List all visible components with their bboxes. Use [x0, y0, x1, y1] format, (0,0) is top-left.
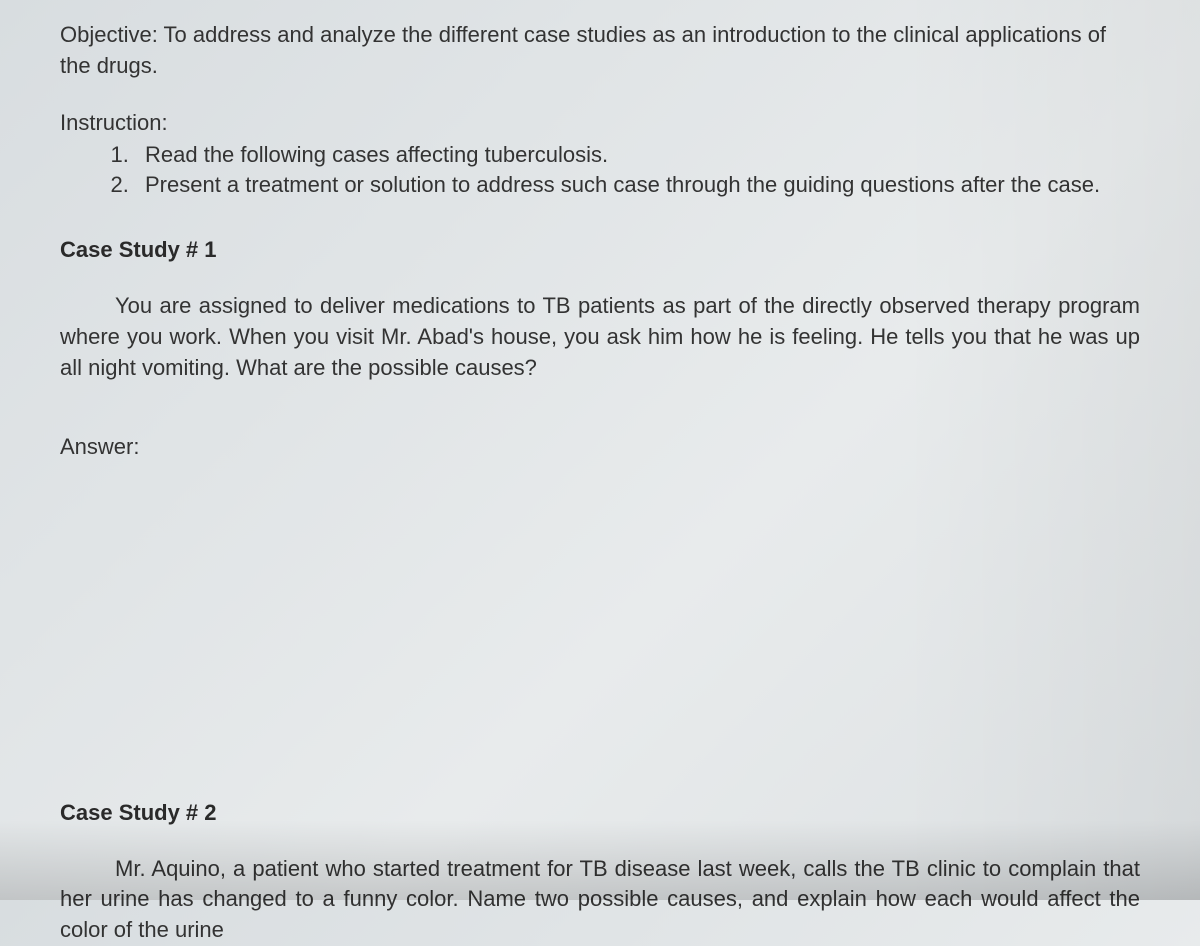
instruction-item-2: Present a treatment or solution to addre… — [135, 170, 1140, 201]
case-study-2-heading: Case Study # 2 — [60, 800, 1140, 826]
answer-label: Answer: — [60, 434, 1140, 460]
instruction-list: Read the following cases affecting tuber… — [60, 140, 1140, 202]
case-study-1-heading: Case Study # 1 — [60, 237, 1140, 263]
objective-text: Objective: To address and analyze the di… — [60, 20, 1140, 82]
instruction-item-1: Read the following cases affecting tuber… — [135, 140, 1140, 171]
instruction-label: Instruction: — [60, 110, 1140, 136]
case-study-1-body: You are assigned to deliver medications … — [60, 291, 1140, 383]
